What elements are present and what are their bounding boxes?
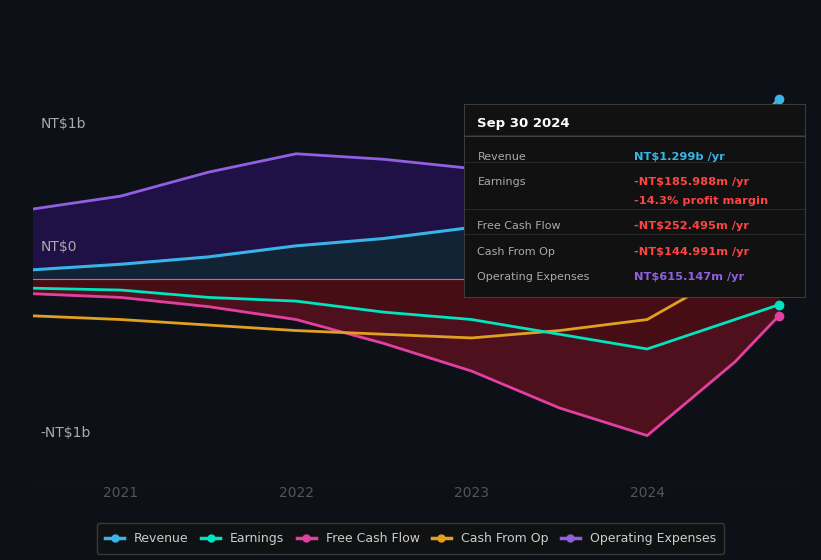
Text: Free Cash Flow: Free Cash Flow bbox=[478, 221, 561, 231]
Text: Revenue: Revenue bbox=[478, 152, 526, 162]
Legend: Revenue, Earnings, Free Cash Flow, Cash From Op, Operating Expenses: Revenue, Earnings, Free Cash Flow, Cash … bbox=[97, 523, 724, 554]
Text: -NT$1b: -NT$1b bbox=[40, 426, 91, 440]
Text: Operating Expenses: Operating Expenses bbox=[478, 272, 589, 282]
Text: -14.3% profit margin: -14.3% profit margin bbox=[635, 197, 768, 206]
Text: NT$1.299b /yr: NT$1.299b /yr bbox=[635, 152, 725, 162]
Text: Sep 30 2024: Sep 30 2024 bbox=[478, 117, 570, 130]
Text: -NT$252.495m /yr: -NT$252.495m /yr bbox=[635, 221, 750, 231]
Text: Earnings: Earnings bbox=[478, 177, 526, 187]
Text: Cash From Op: Cash From Op bbox=[478, 246, 555, 256]
Text: NT$615.147m /yr: NT$615.147m /yr bbox=[635, 272, 745, 282]
Text: NT$0: NT$0 bbox=[40, 240, 77, 254]
Text: NT$1b: NT$1b bbox=[40, 117, 86, 131]
Text: -NT$144.991m /yr: -NT$144.991m /yr bbox=[635, 246, 750, 256]
Text: -NT$185.988m /yr: -NT$185.988m /yr bbox=[635, 177, 750, 187]
